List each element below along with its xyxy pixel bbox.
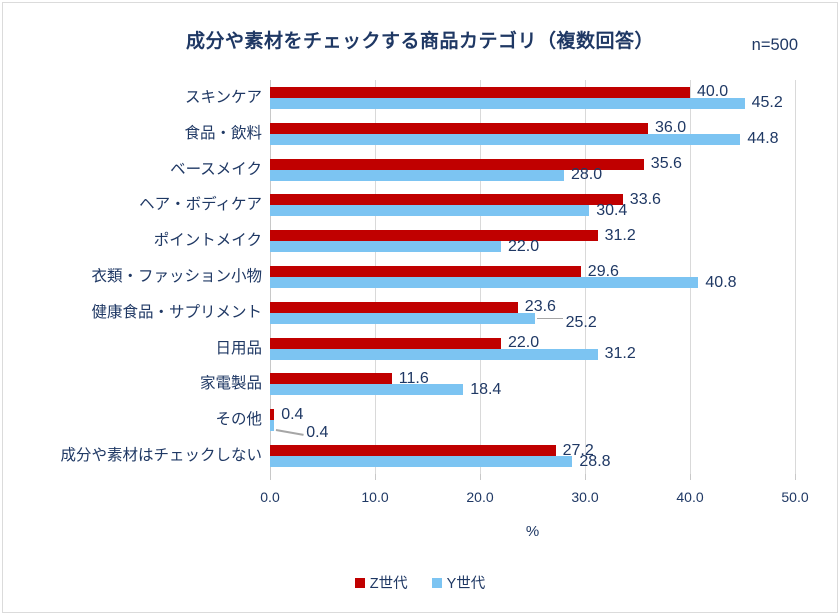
bar-Z世代-6	[270, 301, 518, 313]
data-label: 0.4	[281, 405, 304, 423]
bar-Z世代-1	[270, 122, 648, 134]
category-label: 健康食品・サプリメント	[91, 303, 262, 321]
category-label: その他	[215, 411, 262, 429]
bar-Z世代-9	[270, 409, 275, 421]
x-axis-tick-label: 20.0	[466, 489, 494, 505]
category-label: 成分や素材はチェックしない	[60, 447, 262, 465]
x-axis-tick-label: 30.0	[571, 489, 599, 505]
data-label: 35.6	[650, 155, 682, 173]
x-axis-tick-label: 40.0	[676, 489, 704, 505]
bar-Y世代-1	[270, 133, 741, 145]
axis-tickmark	[270, 474, 271, 480]
data-label: 27.2	[562, 441, 594, 459]
leader-line	[276, 429, 304, 436]
bar-Z世代-3	[270, 194, 623, 206]
category-label: ポイントメイク	[153, 232, 262, 250]
data-label: 33.6	[629, 190, 661, 208]
data-label: 18.4	[470, 380, 502, 398]
data-label: 40.0	[697, 83, 729, 101]
bar-Y世代-6	[270, 312, 535, 324]
bar-Y世代-4	[270, 241, 501, 253]
category-label: 食品・飲料	[184, 124, 262, 142]
legend-swatch-y-icon	[431, 577, 442, 588]
axis-tickmark	[690, 474, 691, 480]
data-label: 22.0	[508, 334, 540, 352]
data-label: 44.8	[747, 130, 779, 148]
legend: Z世代 Y世代	[0, 572, 840, 593]
legend-swatch-z-icon	[354, 577, 365, 588]
bar-Z世代-0	[270, 86, 690, 98]
data-label: 28.8	[579, 452, 611, 470]
bar-Y世代-9	[270, 420, 275, 432]
bar-Y世代-3	[270, 205, 590, 217]
bar-Y世代-5	[270, 277, 699, 288]
axis-tickmark	[585, 474, 586, 480]
bar-Z世代-10	[270, 445, 556, 457]
category-label: 衣類・ファッション小物	[91, 268, 262, 285]
category-label: スキンケア	[184, 88, 262, 106]
x-axis-tick-label: 50.0	[781, 489, 809, 505]
bar-Y世代-10	[270, 456, 573, 468]
category-label: ヘア・ボディケア	[139, 196, 262, 214]
data-label: 25.2	[565, 314, 597, 332]
legend-label-z: Z世代	[369, 576, 408, 592]
data-label: 31.2	[604, 226, 636, 244]
legend-item-z: Z世代	[354, 572, 408, 593]
data-label: 30.4	[596, 201, 628, 219]
legend-item-y: Y世代	[431, 572, 486, 593]
x-axis-tick-label: 0.0	[260, 489, 280, 505]
bar-Y世代-0	[270, 97, 745, 109]
leader-line	[536, 317, 563, 320]
bar-Y世代-2	[270, 169, 564, 181]
category-label: 日用品	[215, 339, 262, 357]
bar-Z世代-5	[270, 266, 581, 277]
bar-Z世代-4	[270, 230, 598, 242]
data-label: 45.2	[751, 94, 783, 112]
bar-Z世代-8	[270, 373, 392, 385]
chart-title: 成分や素材をチェックする商品カテゴリ（複数回答）	[185, 31, 654, 52]
data-label: 11.6	[398, 369, 429, 387]
gridline	[795, 80, 796, 474]
x-axis-tick-label: 10.0	[361, 489, 389, 505]
axis-tickmark	[480, 474, 481, 480]
x-axis-title: %	[525, 523, 540, 540]
axis-tickmark	[375, 474, 376, 480]
bar-Z世代-7	[270, 337, 501, 349]
x-axis: 0.0 10.0 20.0 30.0 40.0 50.0	[0, 489, 840, 509]
bar-Y世代-8	[270, 384, 464, 396]
sample-size-label: n=500	[751, 36, 798, 54]
legend-label-y: Y世代	[446, 576, 486, 592]
bar-Y世代-7	[270, 348, 598, 360]
data-label: 28.0	[571, 166, 603, 184]
data-label: 40.8	[705, 273, 737, 291]
data-label: 22.0	[508, 237, 540, 255]
data-label: 36.0	[655, 119, 687, 137]
data-label: 0.4	[306, 424, 329, 442]
plot-area: 40.0 36.0 35.6 33.6 31.2 29.6 23.6 22.0 11.6 0.4 2…	[270, 80, 796, 480]
data-label: 31.2	[604, 345, 636, 363]
data-label: 23.6	[524, 298, 556, 316]
data-label: 29.6	[587, 262, 619, 280]
category-label: ベースメイク	[170, 160, 262, 178]
bar-Z世代-2	[270, 158, 644, 170]
category-label: 家電製品	[199, 375, 262, 393]
axis-tickmark	[795, 474, 796, 480]
